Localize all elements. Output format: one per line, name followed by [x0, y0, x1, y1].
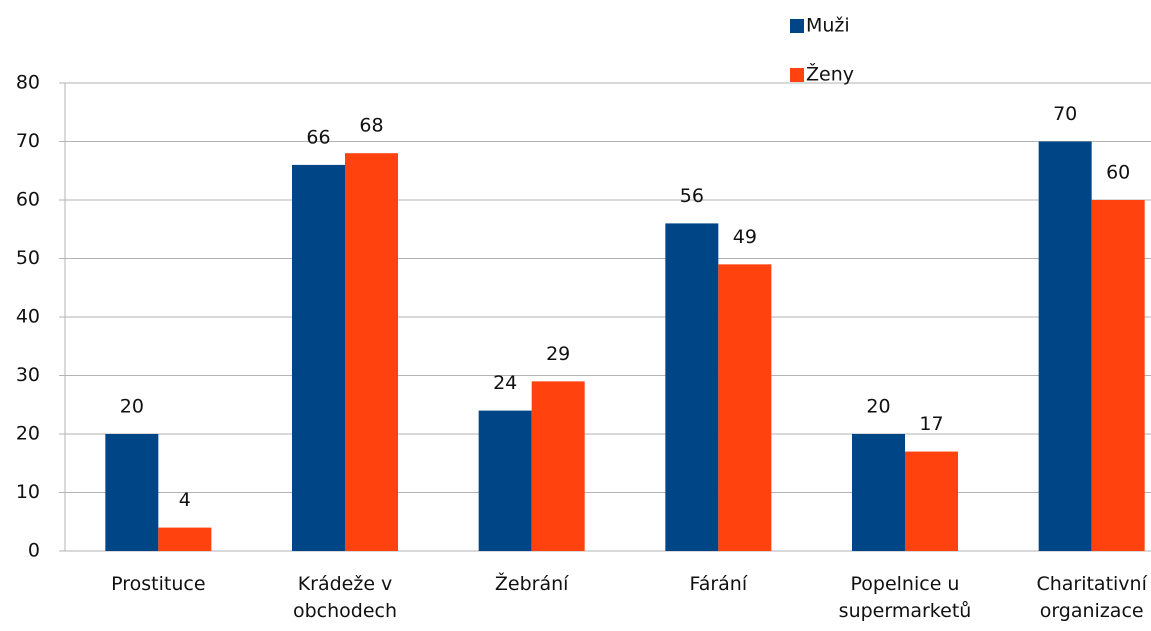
bar [1038, 141, 1092, 551]
data-label: 49 [733, 226, 757, 248]
bar [292, 164, 345, 551]
y-tick-label: 30 [16, 364, 40, 386]
data-label: 66 [306, 126, 330, 148]
bar [852, 434, 905, 551]
data-label: 17 [919, 413, 943, 435]
x-tick-label: Krádeže v obchodech [292, 573, 398, 622]
legend-swatch [790, 68, 804, 82]
y-tick-label: 20 [16, 423, 40, 445]
legend-swatch [790, 19, 804, 33]
bar [665, 223, 719, 551]
y-tick-label: 60 [16, 189, 40, 211]
data-label: 20 [866, 396, 890, 418]
y-tick-label: 10 [16, 481, 40, 503]
bar [905, 451, 958, 551]
data-label: 70 [1053, 103, 1077, 125]
y-tick-label: 0 [28, 540, 40, 562]
bar [478, 410, 532, 551]
x-tick-label: Charitativní organizace [1036, 573, 1147, 622]
y-tick-label: 80 [16, 72, 40, 94]
bar [531, 381, 585, 551]
data-label: 24 [493, 372, 517, 394]
bar [345, 153, 398, 551]
data-label: 60 [1106, 162, 1130, 184]
data-label: 68 [359, 115, 383, 137]
x-tick-label: Fárání [689, 573, 748, 595]
bar [1091, 200, 1145, 551]
x-tick-label: Žebrání [494, 573, 569, 595]
x-tick-label: Prostituce [111, 573, 206, 595]
data-label: 4 [179, 489, 191, 511]
data-label: 56 [680, 185, 704, 207]
bar [105, 434, 159, 551]
bar [158, 527, 212, 551]
data-label: 29 [546, 343, 570, 365]
data-label: 20 [120, 396, 144, 418]
legend-label: Muži [806, 15, 850, 37]
y-tick-label: 70 [16, 130, 40, 152]
x-tick-label: Popelnice u supermarketů [838, 573, 972, 622]
bar [718, 264, 772, 551]
y-tick-label: 50 [16, 247, 40, 269]
y-tick-label: 40 [16, 306, 40, 328]
legend-label: Ženy [806, 63, 854, 86]
